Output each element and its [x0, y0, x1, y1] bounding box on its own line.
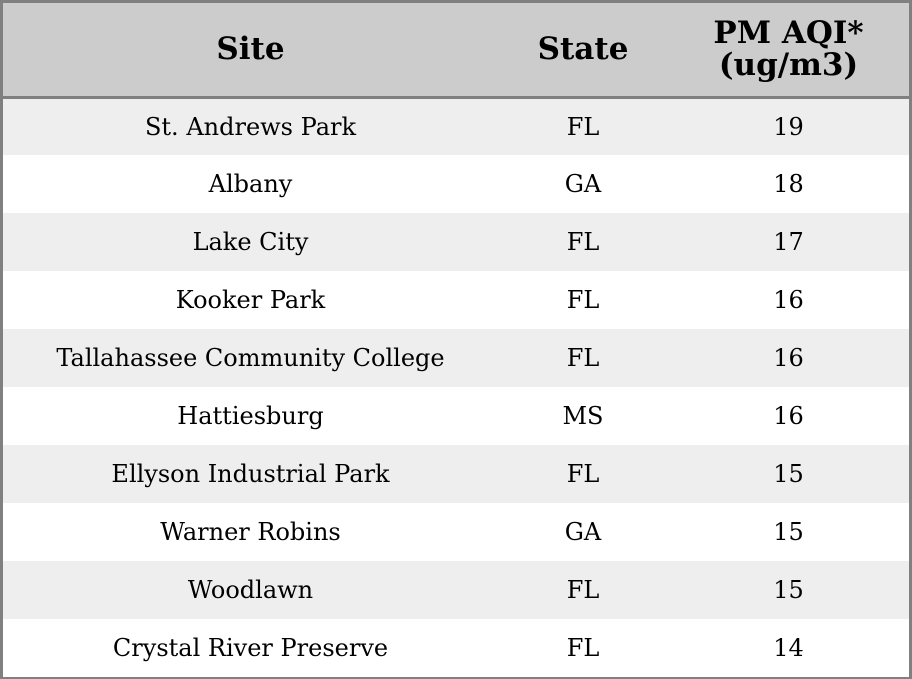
cell-aqi: 15: [773, 460, 804, 488]
header-site: Site: [3, 3, 498, 99]
cell-site: Hattiesburg: [177, 402, 324, 430]
cell-state: FL: [566, 344, 600, 372]
table-row: Tallahassee Community College FL 16: [3, 329, 909, 387]
cell-state: FL: [566, 112, 600, 141]
cell-aqi: 14: [773, 634, 804, 662]
table-row: Ellyson Industrial Park FL 15: [3, 445, 909, 503]
table-row: St. Andrews Park FL 19: [3, 97, 909, 155]
cell-site: Crystal River Preserve: [112, 634, 389, 662]
table-header: Site State PM AQI* (ug/m3): [3, 3, 909, 99]
cell-aqi: 18: [773, 170, 804, 198]
cell-site: Kooker Park: [175, 286, 326, 314]
table-row: Warner Robins GA 15: [3, 503, 909, 561]
cell-site: St. Andrews Park: [144, 112, 357, 141]
table-row: Albany GA 18: [3, 155, 909, 213]
cell-state: FL: [566, 286, 600, 314]
cell-aqi: 17: [773, 228, 804, 256]
cell-aqi: 15: [773, 576, 804, 604]
cell-aqi: 16: [773, 344, 804, 372]
cell-state: FL: [566, 576, 600, 604]
header-pm-aqi-line1: PM AQI*: [713, 15, 864, 52]
cell-site: Ellyson Industrial Park: [111, 460, 390, 488]
table-body: St. Andrews Park FL 19 Albany GA 18 Lake…: [3, 97, 909, 677]
table-row: Kooker Park FL 16: [3, 271, 909, 329]
cell-site: Lake City: [192, 228, 309, 256]
cell-site: Albany: [208, 170, 293, 198]
aqi-table: Site State PM AQI* (ug/m3) St. Andrews P…: [3, 3, 909, 677]
cell-state: GA: [564, 518, 602, 546]
table-row: Hattiesburg MS 16: [3, 387, 909, 445]
header-state: State: [498, 3, 668, 99]
cell-aqi: 15: [773, 518, 804, 546]
cell-state: GA: [564, 170, 602, 198]
table-row: Woodlawn FL 15: [3, 561, 909, 619]
header-pm-aqi-unit: (ug/m3): [718, 47, 859, 84]
table-row: Crystal River Preserve FL 14: [3, 619, 909, 677]
cell-aqi: 19: [773, 112, 804, 141]
header-pm-aqi: PM AQI* (ug/m3): [668, 3, 909, 99]
cell-state: MS: [562, 402, 604, 430]
cell-site: Tallahassee Community College: [56, 344, 445, 372]
cell-site: Warner Robins: [160, 518, 341, 546]
cell-aqi: 16: [773, 286, 804, 314]
cell-state: FL: [566, 228, 600, 256]
cell-site: Woodlawn: [187, 576, 314, 604]
cell-state: FL: [566, 634, 600, 662]
cell-state: FL: [566, 460, 600, 488]
cell-aqi: 16: [773, 402, 804, 430]
table-row: Lake City FL 17: [3, 213, 909, 271]
header-row: Site State PM AQI* (ug/m3): [3, 3, 909, 99]
